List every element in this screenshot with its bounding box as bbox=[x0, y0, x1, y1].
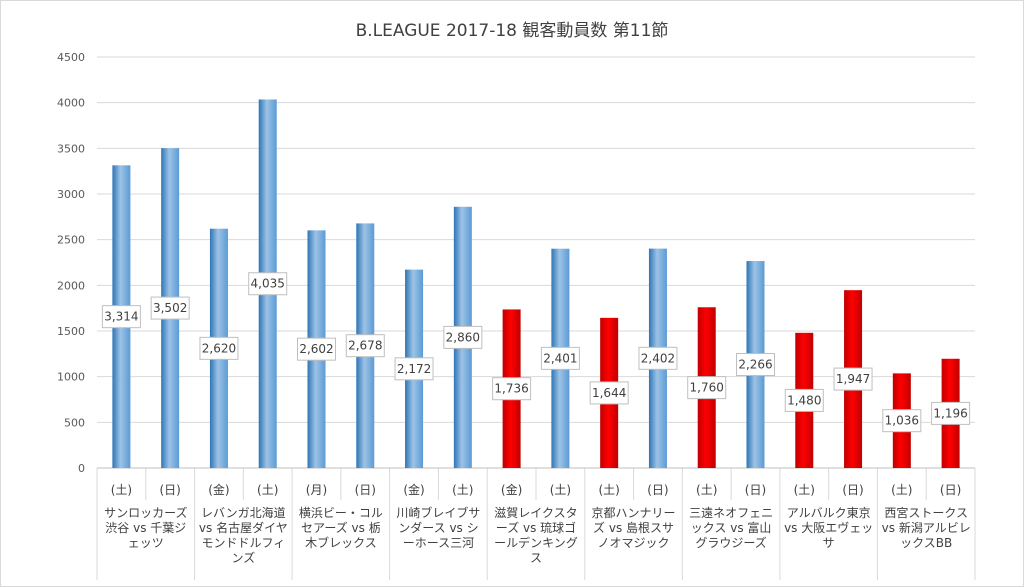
day-label: (土) bbox=[549, 483, 572, 497]
y-tick-label: 3000 bbox=[57, 188, 85, 201]
day-label: (金) bbox=[403, 483, 425, 497]
matchup-label: サンロッカーズ渋谷 vs 千葉ジェッツ bbox=[104, 506, 188, 550]
data-label: 1,480 bbox=[787, 393, 821, 407]
data-label-box bbox=[443, 325, 483, 349]
day-label: (土) bbox=[110, 483, 133, 497]
day-label: (土) bbox=[257, 483, 279, 497]
data-label-box bbox=[248, 272, 288, 296]
data-label: 2,401 bbox=[543, 351, 577, 365]
day-label: (金) bbox=[500, 483, 523, 497]
data-label: 3,502 bbox=[153, 301, 187, 315]
data-label-box bbox=[199, 336, 239, 360]
data-label-box bbox=[394, 357, 434, 381]
data-label-box bbox=[150, 296, 190, 320]
y-tick-label: 0 bbox=[78, 462, 85, 475]
matchup-label: レバンガ北海道 vs 名古屋ダイヤモンドドルフィンズ bbox=[198, 506, 288, 565]
data-label: 3,314 bbox=[104, 310, 138, 324]
day-label: (土) bbox=[696, 483, 718, 497]
data-label-box bbox=[638, 346, 678, 370]
data-label-box bbox=[687, 376, 727, 400]
day-label: (土) bbox=[793, 483, 815, 497]
data-label: 1,644 bbox=[592, 386, 626, 400]
day-label: (日) bbox=[744, 483, 767, 497]
day-label: (日) bbox=[159, 483, 181, 497]
y-tick-label: 4500 bbox=[57, 51, 85, 64]
y-tick-label: 3500 bbox=[57, 142, 85, 155]
y-tick-label: 500 bbox=[64, 416, 85, 429]
data-label-box bbox=[833, 367, 873, 391]
day-label: (日) bbox=[354, 483, 376, 497]
data-label: 2,860 bbox=[446, 330, 480, 344]
day-label: (月) bbox=[305, 483, 328, 497]
data-label-box bbox=[589, 381, 629, 405]
data-label: 1,760 bbox=[690, 381, 724, 395]
y-tick-label: 2000 bbox=[57, 279, 85, 292]
matchup-label: 京都ハンナリーズ vs 島根スサノオマジック bbox=[591, 506, 676, 550]
data-label: 2,402 bbox=[641, 351, 675, 365]
day-label: (土) bbox=[891, 483, 913, 497]
data-label: 1,736 bbox=[494, 382, 528, 396]
day-label: (金) bbox=[208, 483, 230, 497]
data-label-box bbox=[784, 388, 824, 412]
data-label: 2,602 bbox=[299, 342, 333, 356]
day-label: (土) bbox=[598, 483, 620, 497]
matchup-label: 西宮ストークス vs 新潟アルビレックスBB bbox=[881, 506, 971, 550]
data-label-box bbox=[882, 409, 922, 433]
day-label: (日) bbox=[842, 483, 864, 497]
data-label: 2,620 bbox=[202, 341, 236, 355]
matchup-label: 川崎ブレイブサンダース vs シーホース三河 bbox=[396, 506, 481, 550]
data-label: 2,266 bbox=[738, 358, 772, 372]
data-label-box bbox=[540, 346, 580, 370]
y-tick-label: 2500 bbox=[57, 234, 85, 247]
matchup-label: 三遠ネオフェニックス vs 富山グラウジーズ bbox=[689, 506, 774, 550]
chart-title: B.LEAGUE 2017-18 観客動員数 第11節 bbox=[355, 21, 669, 41]
day-label: (日) bbox=[939, 483, 962, 497]
data-label: 1,947 bbox=[836, 372, 870, 386]
data-label: 1,196 bbox=[933, 406, 967, 420]
matchup-label: 横浜ビー・コルセアーズ vs 栃木ブレックス bbox=[298, 506, 383, 550]
data-label: 2,172 bbox=[397, 362, 431, 376]
data-label: 4,035 bbox=[251, 277, 285, 291]
y-tick-label: 1500 bbox=[57, 325, 85, 338]
data-label-box bbox=[101, 305, 141, 329]
data-label-box bbox=[492, 377, 532, 401]
y-tick-label: 4000 bbox=[57, 97, 85, 110]
data-label: 1,036 bbox=[885, 414, 919, 428]
day-label: (日) bbox=[647, 483, 669, 497]
data-label-box bbox=[345, 334, 385, 358]
matchup-label: 滋賀レイクスターズ vs 琉球ゴールデンキングス bbox=[494, 506, 578, 565]
day-label: (土) bbox=[452, 483, 474, 497]
data-label-box bbox=[931, 401, 971, 425]
data-label: 2,678 bbox=[348, 339, 382, 353]
data-label-box bbox=[736, 353, 775, 377]
data-label-box bbox=[297, 337, 336, 361]
matchup-label: アルバルク東京 vs 大阪エヴェッサ bbox=[784, 506, 874, 550]
y-tick-label: 1000 bbox=[57, 371, 85, 384]
